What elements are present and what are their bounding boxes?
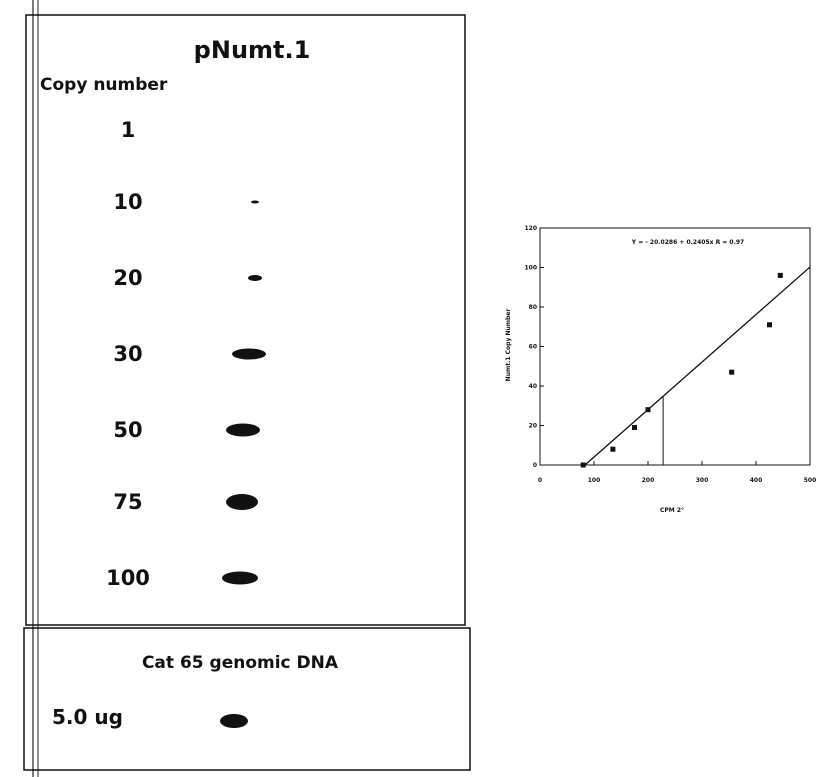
blot-spot	[232, 349, 266, 360]
x-axis-label: CPM 2°	[660, 507, 684, 514]
x-tick-label: 500	[804, 477, 817, 484]
data-point	[767, 322, 772, 327]
chart: Y = - 20.0286 + 0.2405x R = 0.97 CPM 2° …	[505, 225, 816, 514]
data-point	[778, 273, 783, 278]
data-point	[581, 463, 586, 468]
copy-number-label: 100	[106, 566, 150, 590]
blot-axis-label: Copy number	[40, 75, 168, 95]
x-tick-label: 400	[750, 477, 763, 484]
y-tick-label: 120	[524, 225, 537, 232]
copy-number-label: 1	[121, 118, 136, 142]
copy-number-label: 75	[113, 490, 142, 514]
y-tick-label: 100	[524, 265, 537, 272]
x-tick-label: 0	[538, 477, 542, 484]
blot-spot	[226, 424, 260, 437]
plot-frame	[540, 228, 810, 465]
blot-spot	[248, 275, 262, 281]
copy-number-label: 50	[113, 418, 142, 442]
y-tick-label: 20	[529, 423, 537, 430]
blot-spot	[226, 494, 258, 510]
y-tick-label: 0	[533, 462, 537, 469]
data-point	[610, 447, 615, 452]
blot-title: pNumt.1	[194, 36, 311, 64]
x-tick-label: 100	[588, 477, 601, 484]
genomic-panel	[24, 628, 470, 770]
chart-annotation: Y = - 20.0286 + 0.2405x R = 0.97	[631, 239, 744, 246]
copy-number-label: 20	[113, 266, 142, 290]
data-point	[632, 425, 637, 430]
blot-spot	[220, 714, 248, 728]
x-tick-label: 300	[696, 477, 709, 484]
copy-number-label: 10	[113, 190, 142, 214]
blot-spot	[222, 572, 258, 585]
y-axis-label: Numt.1 Copy Number	[505, 309, 512, 382]
y-tick-label: 40	[529, 383, 537, 390]
data-point	[729, 370, 734, 375]
blot-panel	[26, 15, 465, 625]
data-point	[646, 407, 651, 412]
figure: pNumt.1 Copy number 1 10 20 30 50 75 100 Cat 6…	[0, 0, 821, 777]
y-tick-label: 80	[529, 304, 537, 311]
x-tick-label: 200	[642, 477, 655, 484]
page: { "blot": { "title": "pNumt.1", "axis_la…	[0, 0, 821, 777]
genomic-title: Cat 65 genomic DNA	[142, 653, 339, 673]
copy-number-label: 30	[113, 342, 142, 366]
blot-spot	[251, 201, 259, 204]
y-tick-label: 60	[529, 344, 537, 351]
trendline	[585, 267, 810, 465]
blot-rows: 1 10 20 30 50 75 100	[106, 118, 266, 590]
genomic-amount: 5.0 ug	[52, 705, 123, 729]
